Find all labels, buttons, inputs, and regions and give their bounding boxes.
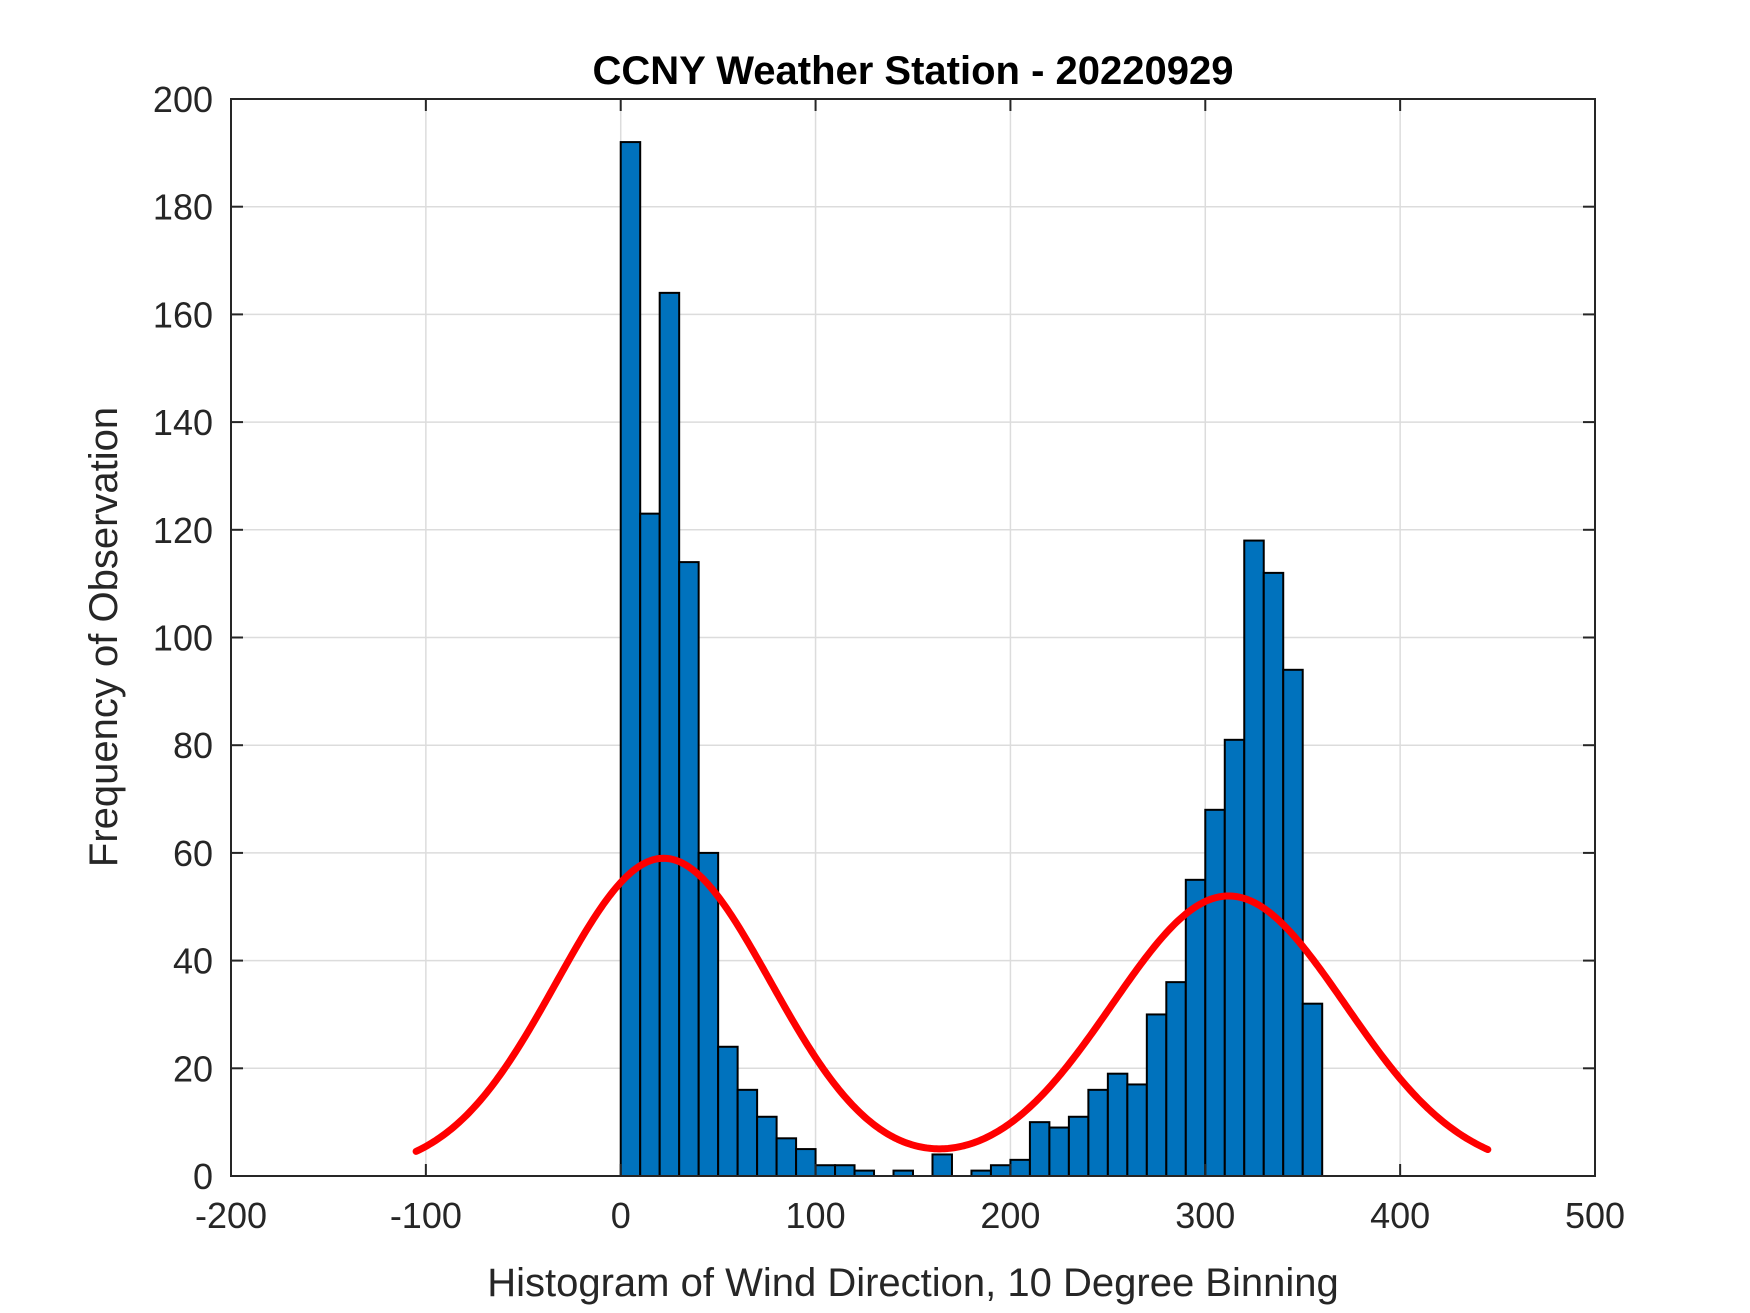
y-axis-label: Frequency of Observation	[82, 407, 126, 867]
histogram-bar	[1204, 808, 1226, 1177]
histogram-bar	[1087, 1088, 1109, 1177]
histogram-bar	[1067, 1115, 1090, 1178]
y-tick-label: 60	[173, 833, 213, 874]
histogram-bar	[795, 1148, 817, 1177]
fit-layer	[412, 854, 1492, 1155]
x-tick-label: 500	[1565, 1195, 1625, 1236]
histogram-bar	[989, 1164, 1012, 1177]
chart-title: CCNY Weather Station - 20220929	[593, 49, 1234, 93]
histogram-bar	[1145, 1013, 1168, 1178]
histogram-bar	[931, 1153, 953, 1177]
histogram-bar	[697, 851, 720, 1178]
y-tick-label: 200	[153, 79, 213, 120]
histogram-bar	[834, 1164, 856, 1177]
fit-curve-line	[412, 854, 1492, 1155]
histogram-bar	[1009, 1158, 1031, 1177]
y-tick-label: 120	[153, 510, 213, 551]
y-tick-label: 180	[153, 187, 213, 228]
histogram-bar	[775, 1137, 798, 1178]
x-tick-label: -100	[390, 1195, 462, 1236]
y-tick-label: 20	[173, 1048, 213, 1089]
histogram-bar	[639, 512, 661, 1177]
histogram-bar	[736, 1088, 759, 1177]
y-tick-label: 140	[153, 402, 213, 443]
histogram-bar	[619, 141, 642, 1178]
histogram-bar	[1262, 571, 1285, 1177]
grid-layer	[231, 99, 1595, 1176]
histogram-bar	[756, 1115, 778, 1178]
x-axis-label: Histogram of Wind Direction, 10 Degree B…	[487, 1261, 1339, 1305]
histogram-bar	[1028, 1121, 1051, 1178]
y-tick-label: 100	[153, 618, 213, 659]
y-tick-label: 80	[173, 725, 213, 766]
tick-labels-layer: -200 -100 0 100 200 300 400 500 0 20 40 60 80 100 120 1…	[153, 79, 1625, 1236]
x-tick-label: 100	[786, 1195, 846, 1236]
histogram-bar	[1184, 878, 1207, 1177]
histogram-bar	[717, 1045, 739, 1178]
x-tick-label: -200	[195, 1195, 267, 1236]
histogram-bar	[1243, 539, 1265, 1177]
histogram-bar	[1106, 1072, 1129, 1178]
y-tick-label: 0	[193, 1156, 213, 1197]
histogram-bar	[1048, 1126, 1070, 1178]
y-tick-label: 160	[153, 294, 213, 335]
ticks-layer	[230, 98, 1596, 1177]
histogram-bar	[814, 1164, 837, 1177]
bars-layer	[619, 141, 1324, 1178]
histogram-bar	[1301, 1002, 1324, 1177]
y-tick-label: 40	[173, 941, 213, 982]
x-tick-label: 0	[611, 1195, 631, 1236]
x-tick-label: 300	[1175, 1195, 1235, 1236]
histogram-bar	[1165, 981, 1187, 1178]
histogram-bar	[1223, 738, 1246, 1177]
x-tick-label: 400	[1370, 1195, 1430, 1236]
x-tick-label: 200	[980, 1195, 1040, 1236]
histogram-bar	[658, 291, 681, 1177]
histogram-bar	[1126, 1083, 1148, 1177]
